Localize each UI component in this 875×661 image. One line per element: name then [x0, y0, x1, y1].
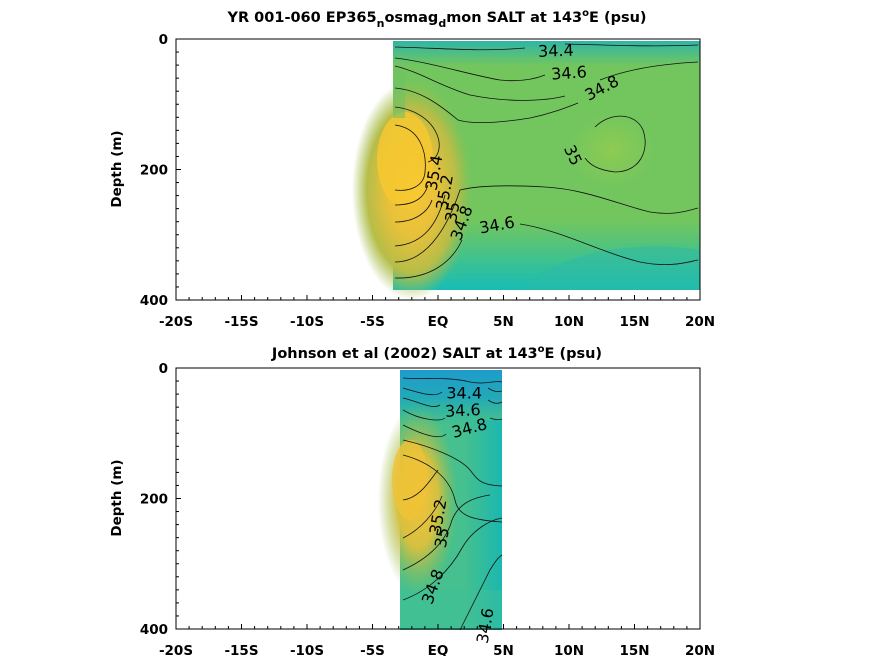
salinity-field — [352, 41, 700, 300]
contour-line — [402, 424, 447, 438]
contour-label: 35 — [431, 526, 453, 549]
x-tick-label: -20S — [159, 314, 193, 330]
x-tick-label: 10N — [554, 643, 584, 656]
contour-line — [459, 554, 503, 631]
contour-line — [402, 495, 443, 539]
x-tick-label: EQ — [428, 643, 449, 656]
contour-line — [394, 61, 699, 101]
contour-line — [394, 124, 426, 191]
contour-line — [402, 409, 503, 421]
contour-label: 34.6 — [445, 400, 482, 421]
x-tick-label: -15S — [224, 643, 258, 656]
contour-label: 34.4 — [446, 383, 482, 402]
x-axis: -20S -15S -10S -5S EQ 5N 10N 15N 20N — [159, 295, 715, 330]
x-tick-label: -5S — [360, 314, 385, 330]
contour-line — [394, 185, 699, 263]
y-axis-label: Depth (m) — [109, 459, 125, 536]
title-subscript: n — [377, 17, 385, 30]
contour-line — [394, 57, 546, 82]
y-tick-label: 400 — [140, 293, 168, 309]
y-axis: 0 200 400 — [140, 32, 181, 309]
field-right-deep — [520, 246, 700, 290]
contour-line — [394, 87, 579, 123]
contour-line — [394, 43, 699, 51]
x-tick-label: 20N — [685, 643, 715, 656]
x-tick-label: -15S — [224, 314, 258, 330]
y-tick-label: 200 — [140, 163, 168, 179]
title-part: E (psu) — [589, 10, 647, 26]
title-part: E (psu) — [545, 346, 603, 362]
contour-line — [402, 387, 503, 396]
contour-line — [394, 194, 446, 247]
x-axis: -20S -15S -10S -5S EQ 5N 10N 15N 20N — [159, 624, 715, 659]
contour-line — [584, 115, 646, 173]
salinity-field — [378, 370, 502, 630]
x-tick-label: EQ — [428, 314, 449, 330]
contour-line — [394, 106, 440, 163]
title-part: mon SALT at 143 — [446, 10, 582, 26]
title-superscript: o — [582, 8, 589, 19]
field-surface-band — [393, 41, 700, 66]
contour-line — [394, 199, 433, 223]
title-part: osmag — [384, 10, 438, 26]
contour-lines — [394, 43, 699, 279]
chart-title: Johnson et al (2002) SALT at 143oE (psu) — [271, 344, 602, 362]
contour-line — [402, 454, 503, 523]
contour-lines — [402, 377, 503, 631]
contour-line — [402, 494, 491, 571]
title-subscript: d — [438, 17, 446, 30]
x-tick-label: -5S — [360, 643, 385, 656]
x-tick-label: -10S — [290, 314, 324, 330]
x-tick-label: 5N — [493, 643, 514, 656]
panel-model: YR 001-060 EP365nosmagdmon SALT at 143oE… — [109, 8, 715, 330]
field-offshore-max — [570, 114, 654, 186]
x-tick-label: 15N — [619, 314, 649, 330]
y-tick-label: 200 — [140, 492, 168, 508]
field-core-inner — [377, 112, 433, 208]
x-tick-label: 15N — [619, 643, 649, 656]
x-tick-label: 20N — [685, 314, 715, 330]
chart-title: YR 001-060 EP365nosmagdmon SALT at 143oE… — [226, 8, 646, 30]
x-tick-label: -10S — [290, 643, 324, 656]
title-superscript: o — [538, 344, 545, 355]
x-tick-label: 5N — [493, 314, 514, 330]
panel-observations: Johnson et al (2002) SALT at 143oE (psu)… — [109, 344, 715, 659]
contour-line — [402, 397, 503, 407]
y-tick-label: 0 — [159, 32, 168, 48]
x-tick-label: -20S — [159, 643, 193, 656]
contour-line — [394, 184, 429, 206]
title-part: Johnson et al (2002) SALT at 143 — [271, 346, 538, 362]
y-tick-label: 400 — [140, 622, 168, 638]
field-core-inner — [392, 440, 428, 520]
contour-label: 34.6 — [551, 62, 588, 83]
field-deep-band — [400, 590, 502, 630]
y-axis-label: Depth (m) — [109, 130, 125, 207]
contour-label: 35 — [441, 200, 463, 223]
contour-label: 34.4 — [538, 41, 574, 61]
title-part: YR 001-060 EP365 — [226, 10, 376, 26]
contour-line — [402, 377, 503, 384]
contour-line — [402, 439, 503, 487]
x-tick-label: 10N — [554, 314, 584, 330]
field-left-strip — [393, 66, 405, 118]
y-axis: 0 200 400 — [140, 361, 181, 638]
contour-line — [402, 469, 439, 501]
contour-line — [394, 223, 699, 279]
contour-line — [402, 517, 503, 601]
y-tick-label: 0 — [159, 361, 168, 377]
